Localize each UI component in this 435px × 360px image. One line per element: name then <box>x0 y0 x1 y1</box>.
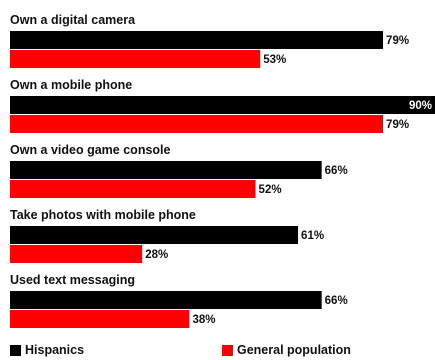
data-label-hispanics: 66% <box>325 165 348 177</box>
category-label: Own a video game console <box>10 143 171 157</box>
category-label: Used text messaging <box>10 273 135 287</box>
data-label-hispanics: 90% <box>409 100 432 112</box>
category-label: Own a mobile phone <box>10 78 132 92</box>
category-label: Own a digital camera <box>10 13 136 27</box>
bar-general-population <box>10 310 190 328</box>
legend-item-hispanics: Hispanics <box>10 343 84 357</box>
data-label-general-population: 28% <box>145 249 168 261</box>
bar-general-population <box>10 115 384 133</box>
category-group-own-a-mobile-phone: Own a mobile phone 90%79% <box>10 78 435 133</box>
legend-item-general-population: General population <box>222 343 351 357</box>
legend-label-general-population: General population <box>237 343 351 357</box>
legend-label-hispanics: Hispanics <box>25 343 85 357</box>
category-group-own-a-digital-camera: Own a digital camera 79% 53% <box>10 13 409 68</box>
bar-general-population <box>10 50 261 68</box>
data-label-hispanics: 61% <box>301 230 324 242</box>
data-label-general-population: 53% <box>263 54 286 66</box>
bar-general-population <box>10 245 143 263</box>
category-label: Take photos with mobile phone <box>10 208 196 222</box>
bar-hispanics <box>10 226 299 244</box>
category-group-take-photos-with-mobile-phone: Take photos with mobile phone 61% 28% <box>10 208 324 263</box>
data-label-general-population: 38% <box>192 314 215 326</box>
data-label-hispanics: 66% <box>325 295 348 307</box>
data-label-general-population: 52% <box>259 184 282 196</box>
category-group-own-a-video-game-console: Own a video game console 66% 52% <box>10 143 348 198</box>
legend-swatch-general-population <box>222 344 233 356</box>
legend-swatch-hispanics <box>10 344 21 356</box>
chart: Own a digital camera 79% 53% Own a mobile p… <box>10 13 435 328</box>
data-label-general-population: 79% <box>386 119 409 131</box>
bar-hispanics <box>10 291 322 309</box>
bar-hispanics <box>10 161 322 179</box>
bar-general-population <box>10 180 256 198</box>
category-group-used-text-messaging: Used text messaging 66% 38% <box>10 273 348 328</box>
data-label-hispanics: 79% <box>386 35 409 47</box>
bar-hispanics <box>10 96 435 114</box>
bar-hispanics <box>10 31 384 49</box>
